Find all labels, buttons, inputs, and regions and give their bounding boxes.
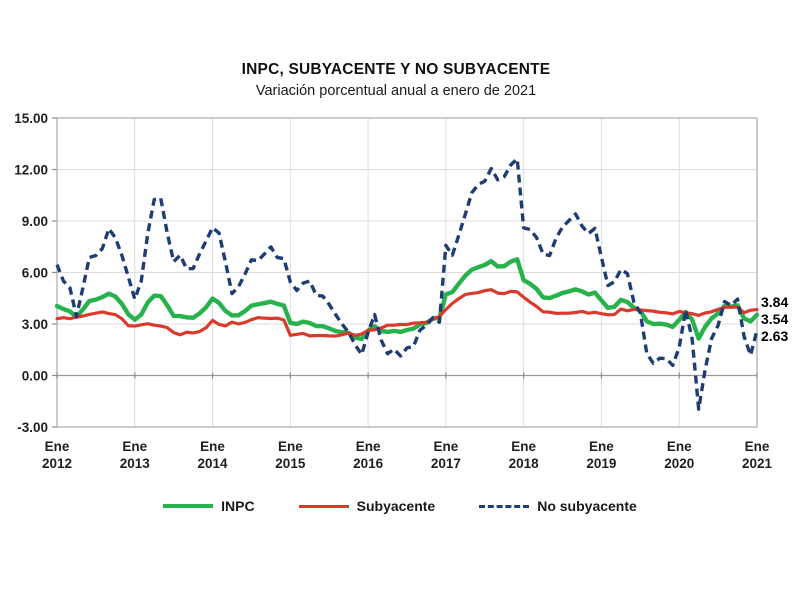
chart-title: INPC, SUBYACENTE Y NO SUBYACENTE [241, 61, 551, 78]
x-axis-tick-label: Ene 2020 [664, 439, 694, 471]
x-axis-tick-label: Ene 2014 [198, 439, 229, 471]
end-label-inpc: 3.54 [761, 311, 789, 327]
x-axis-tick-label: Ene 2012 [42, 439, 72, 471]
y-axis-tick-label: -3.00 [17, 420, 48, 435]
legend-item-no-subyacente: No subyacente [479, 498, 637, 514]
x-axis-tick-label: Ene 2019 [586, 439, 616, 471]
x-axis-tick-label: Ene 2015 [275, 439, 306, 471]
legend-label-subyacente: Subyacente [356, 498, 436, 514]
chart-subtitle: Variación porcentual anual a enero de 20… [255, 83, 537, 99]
y-axis-tick-label: 9.00 [22, 214, 48, 229]
legend-item-inpc: INPC [163, 498, 255, 514]
plot-area: 15.00 12.00 9.00 6.00 3.00 0.00 -3.00 Ene 2012 En… [14, 111, 773, 471]
chart-legend: INPC Subyacente No subyacente [0, 498, 800, 514]
y-axis-tick-label: 12.00 [14, 163, 48, 178]
end-label-no-subyacente: 2.63 [761, 328, 789, 344]
legend-line-no-subyacente-icon [479, 504, 530, 508]
x-axis-tick-label: Ene 2013 [120, 439, 151, 471]
x-axis-tick-label: Ene 2018 [509, 439, 540, 471]
y-axis-tick-label: 15.00 [14, 111, 48, 126]
legend-line-subyacente-icon [298, 504, 349, 508]
y-axis-tick-label: 0.00 [22, 369, 48, 384]
x-axis-tick-label: Ene 2016 [353, 439, 384, 471]
end-label-subyacente: 3.84 [761, 294, 789, 310]
legend-item-subyacente: Subyacente [298, 498, 436, 514]
x-axis-tick-label: Ene 2021 [742, 439, 773, 471]
series-line-no-subyacente [55, 157, 759, 411]
legend-label-inpc: INPC [221, 498, 255, 514]
legend-label-no-subyacente: No subyacente [537, 498, 637, 514]
y-axis-tick-label: 3.00 [22, 317, 48, 332]
legend-line-inpc-icon [163, 504, 214, 508]
y-axis-tick-label: 6.00 [22, 266, 48, 281]
x-axis-tick-label: Ene 2017 [431, 439, 461, 471]
